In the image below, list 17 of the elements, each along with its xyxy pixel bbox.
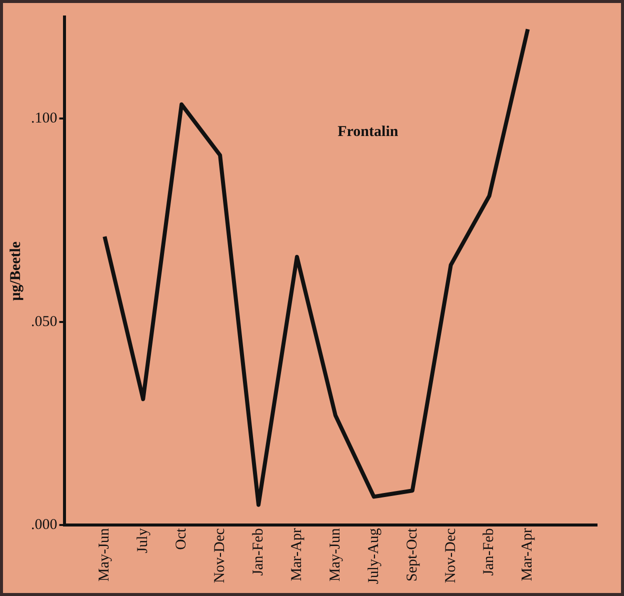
y-tick-label: .050: [31, 314, 58, 330]
y-tick-label: .100: [31, 110, 58, 127]
y-tick-label: .000: [31, 517, 58, 534]
x-tick-label: Jan-Feb: [250, 528, 266, 576]
x-tick-label: Oct: [174, 527, 190, 550]
x-tick-label: May-Jun: [327, 528, 344, 582]
x-tick-label: Nov-Dec: [442, 528, 459, 584]
x-tick-label: Mar-Apr: [520, 528, 536, 582]
x-tick-label: Sept-Oct: [404, 527, 420, 582]
text: Frontalin: [338, 124, 399, 140]
x-tick-label: July-Aug: [366, 528, 382, 584]
y-axis-title: μg/Beetle: [8, 241, 24, 301]
x-tick-label: Mar-Apr: [288, 528, 305, 582]
x-tick-label: Nov-Dec: [212, 528, 228, 584]
x-tick-label: July: [135, 528, 152, 554]
x-tick-label: May-Jun: [96, 528, 113, 582]
x-tick-label: Jan-Feb: [481, 528, 498, 576]
